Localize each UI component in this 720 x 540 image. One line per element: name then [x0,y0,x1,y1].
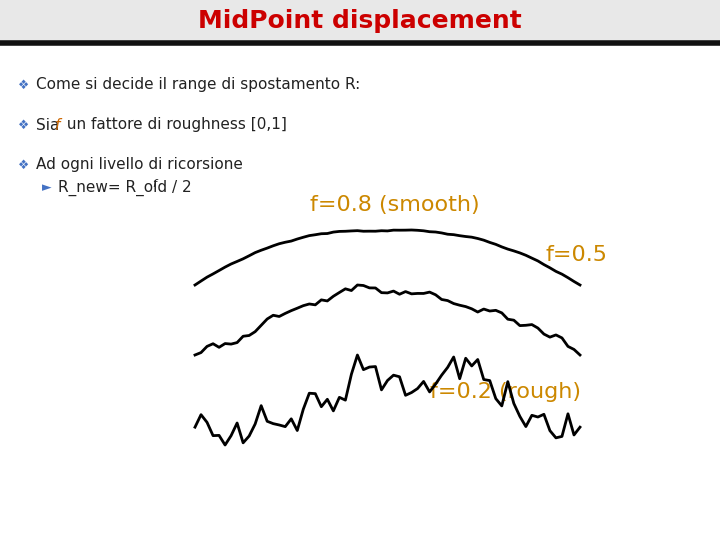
Text: ❖: ❖ [18,78,30,91]
Text: f=0.2 (rough): f=0.2 (rough) [430,382,581,402]
Text: f: f [55,118,60,132]
Text: un fattore di roughness [0,1]: un fattore di roughness [0,1] [62,118,287,132]
Text: R_new= R_old / 2: R_new= R_old / 2 [58,180,192,196]
Text: f=0.5: f=0.5 [545,245,607,265]
Text: ►: ► [42,181,52,194]
Text: Come si decide il range di spostamento R:: Come si decide il range di spostamento R… [36,78,360,92]
Text: MidPoint displacement: MidPoint displacement [198,9,522,33]
Text: f=0.8 (smooth): f=0.8 (smooth) [310,195,480,215]
Text: f: f [152,179,156,189]
Bar [0,0,720,42]
Text: Ad ogni livello di ricorsione: Ad ogni livello di ricorsione [36,158,243,172]
Text: ❖: ❖ [18,118,30,132]
Text: ❖: ❖ [18,159,30,172]
Text: Sia: Sia [36,118,64,132]
